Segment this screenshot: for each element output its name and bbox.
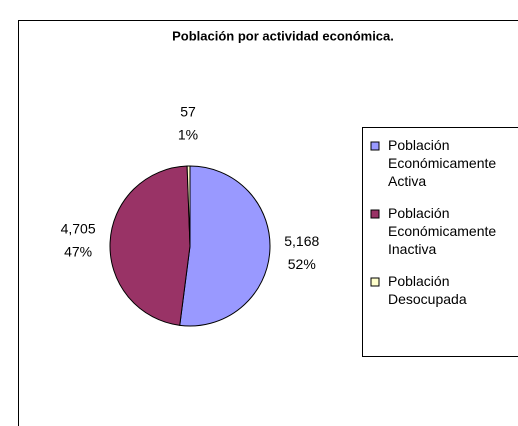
percentage-label: 47%	[64, 244, 92, 260]
chart-title: Población por actividad económica.	[172, 28, 394, 43]
legend-swatch	[370, 141, 380, 151]
pie-slice	[186, 165, 191, 247]
percentage-label: 52%	[288, 256, 316, 272]
legend-swatch	[370, 209, 380, 219]
legend-swatch	[370, 277, 380, 287]
pie-slice	[109, 165, 191, 326]
pie-slice	[179, 165, 271, 327]
data-label: 57	[180, 104, 196, 120]
data-label: 5,168	[284, 233, 319, 249]
legend-label: Población Económicamente Inactiva	[388, 205, 496, 257]
legend-label: Población Desocupada	[388, 273, 467, 307]
legend-label: Población Económicamente Activa	[388, 137, 496, 189]
percentage-label: 1%	[178, 127, 198, 143]
data-label: 4,705	[61, 221, 96, 237]
legend-box	[362, 127, 518, 357]
